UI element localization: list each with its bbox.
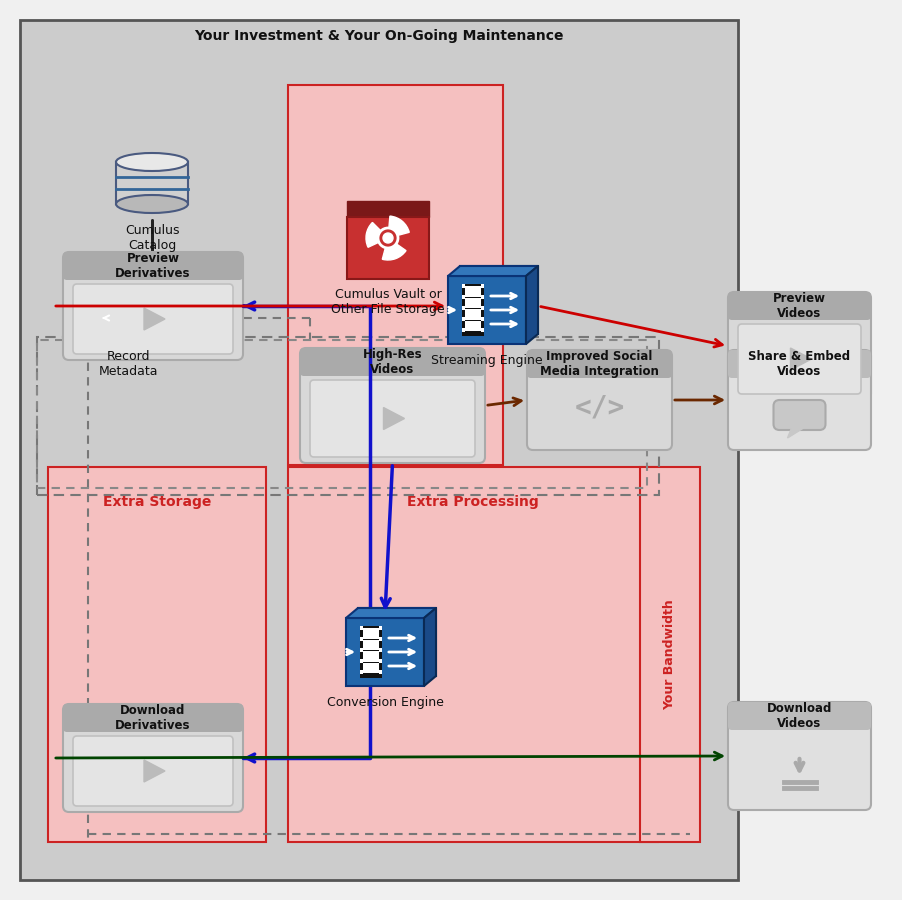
FancyBboxPatch shape bbox=[360, 659, 363, 663]
Text: Preview
Derivatives: Preview Derivatives bbox=[115, 252, 190, 280]
FancyBboxPatch shape bbox=[640, 467, 700, 842]
FancyBboxPatch shape bbox=[728, 702, 871, 730]
FancyBboxPatch shape bbox=[360, 670, 363, 674]
Text: Conversion Engine: Conversion Engine bbox=[327, 696, 444, 709]
FancyBboxPatch shape bbox=[462, 284, 465, 288]
Polygon shape bbox=[787, 428, 804, 438]
Polygon shape bbox=[448, 266, 538, 276]
FancyBboxPatch shape bbox=[363, 662, 379, 673]
FancyBboxPatch shape bbox=[465, 286, 481, 296]
Text: Cumulus Vault or
Other File Storage: Cumulus Vault or Other File Storage bbox=[331, 288, 445, 316]
Text: Streaming Engine: Streaming Engine bbox=[431, 354, 543, 367]
FancyBboxPatch shape bbox=[462, 284, 484, 336]
FancyBboxPatch shape bbox=[48, 467, 266, 842]
Wedge shape bbox=[382, 238, 406, 260]
Text: Download
Derivatives: Download Derivatives bbox=[115, 704, 190, 732]
Text: Improved Social
Media Integration: Improved Social Media Integration bbox=[540, 350, 659, 378]
FancyBboxPatch shape bbox=[20, 20, 738, 880]
FancyBboxPatch shape bbox=[379, 626, 382, 630]
FancyBboxPatch shape bbox=[360, 626, 363, 630]
FancyBboxPatch shape bbox=[774, 400, 825, 430]
FancyBboxPatch shape bbox=[288, 467, 658, 842]
FancyBboxPatch shape bbox=[63, 704, 243, 732]
FancyBboxPatch shape bbox=[360, 648, 363, 652]
FancyBboxPatch shape bbox=[363, 651, 379, 661]
Text: Preview
Videos: Preview Videos bbox=[773, 292, 826, 320]
Text: Extra Processing: Extra Processing bbox=[407, 495, 538, 509]
FancyBboxPatch shape bbox=[63, 252, 243, 360]
FancyBboxPatch shape bbox=[310, 380, 475, 457]
Text: Cumulus
Catalog: Cumulus Catalog bbox=[124, 224, 179, 252]
FancyBboxPatch shape bbox=[73, 736, 233, 806]
Polygon shape bbox=[790, 348, 812, 370]
FancyBboxPatch shape bbox=[465, 320, 481, 331]
FancyBboxPatch shape bbox=[462, 317, 465, 321]
FancyBboxPatch shape bbox=[728, 292, 871, 320]
Polygon shape bbox=[424, 608, 436, 686]
FancyBboxPatch shape bbox=[379, 648, 382, 652]
FancyBboxPatch shape bbox=[481, 295, 484, 299]
FancyBboxPatch shape bbox=[116, 162, 188, 204]
FancyBboxPatch shape bbox=[379, 637, 382, 641]
FancyBboxPatch shape bbox=[358, 608, 436, 676]
FancyBboxPatch shape bbox=[360, 637, 363, 641]
Polygon shape bbox=[144, 308, 165, 330]
Text: High-Res
Videos: High-Res Videos bbox=[363, 348, 422, 376]
Text: Share & Embed
Videos: Share & Embed Videos bbox=[749, 350, 851, 378]
Polygon shape bbox=[144, 760, 165, 782]
FancyBboxPatch shape bbox=[462, 328, 465, 332]
FancyBboxPatch shape bbox=[347, 201, 429, 217]
FancyBboxPatch shape bbox=[379, 670, 382, 674]
Polygon shape bbox=[346, 608, 436, 618]
FancyBboxPatch shape bbox=[73, 284, 233, 354]
FancyBboxPatch shape bbox=[63, 704, 243, 812]
FancyBboxPatch shape bbox=[481, 317, 484, 321]
FancyBboxPatch shape bbox=[465, 298, 481, 308]
FancyBboxPatch shape bbox=[300, 348, 485, 463]
FancyBboxPatch shape bbox=[481, 328, 484, 332]
FancyBboxPatch shape bbox=[527, 350, 672, 450]
FancyBboxPatch shape bbox=[462, 306, 465, 310]
Circle shape bbox=[378, 228, 398, 248]
FancyBboxPatch shape bbox=[728, 292, 871, 400]
Text: Your Investment & Your On-Going Maintenance: Your Investment & Your On-Going Maintena… bbox=[194, 29, 564, 43]
Polygon shape bbox=[383, 408, 404, 429]
Text: Download
Videos: Download Videos bbox=[767, 702, 833, 730]
FancyBboxPatch shape bbox=[738, 324, 861, 394]
Polygon shape bbox=[526, 266, 538, 344]
FancyBboxPatch shape bbox=[63, 252, 243, 280]
FancyBboxPatch shape bbox=[363, 640, 379, 650]
FancyBboxPatch shape bbox=[460, 266, 538, 334]
Text: </>: </> bbox=[575, 394, 624, 422]
Ellipse shape bbox=[116, 153, 188, 171]
FancyBboxPatch shape bbox=[481, 284, 484, 288]
Text: Extra Storage: Extra Storage bbox=[103, 495, 211, 509]
FancyBboxPatch shape bbox=[728, 702, 871, 810]
FancyBboxPatch shape bbox=[300, 348, 485, 376]
FancyBboxPatch shape bbox=[462, 295, 465, 299]
FancyBboxPatch shape bbox=[448, 276, 526, 344]
FancyBboxPatch shape bbox=[527, 350, 672, 378]
FancyBboxPatch shape bbox=[360, 626, 382, 678]
Circle shape bbox=[383, 233, 393, 243]
FancyBboxPatch shape bbox=[728, 350, 871, 450]
Text: Record
Metadata: Record Metadata bbox=[98, 350, 158, 378]
Wedge shape bbox=[366, 222, 388, 248]
FancyBboxPatch shape bbox=[728, 350, 871, 378]
FancyBboxPatch shape bbox=[465, 309, 481, 320]
Text: Your Bandwidth: Your Bandwidth bbox=[664, 599, 676, 710]
FancyBboxPatch shape bbox=[288, 85, 503, 465]
FancyBboxPatch shape bbox=[363, 628, 379, 638]
FancyBboxPatch shape bbox=[346, 618, 424, 686]
Wedge shape bbox=[388, 216, 410, 238]
FancyBboxPatch shape bbox=[379, 659, 382, 663]
FancyBboxPatch shape bbox=[103, 295, 153, 341]
FancyBboxPatch shape bbox=[347, 217, 429, 279]
FancyBboxPatch shape bbox=[481, 306, 484, 310]
Ellipse shape bbox=[116, 195, 188, 213]
